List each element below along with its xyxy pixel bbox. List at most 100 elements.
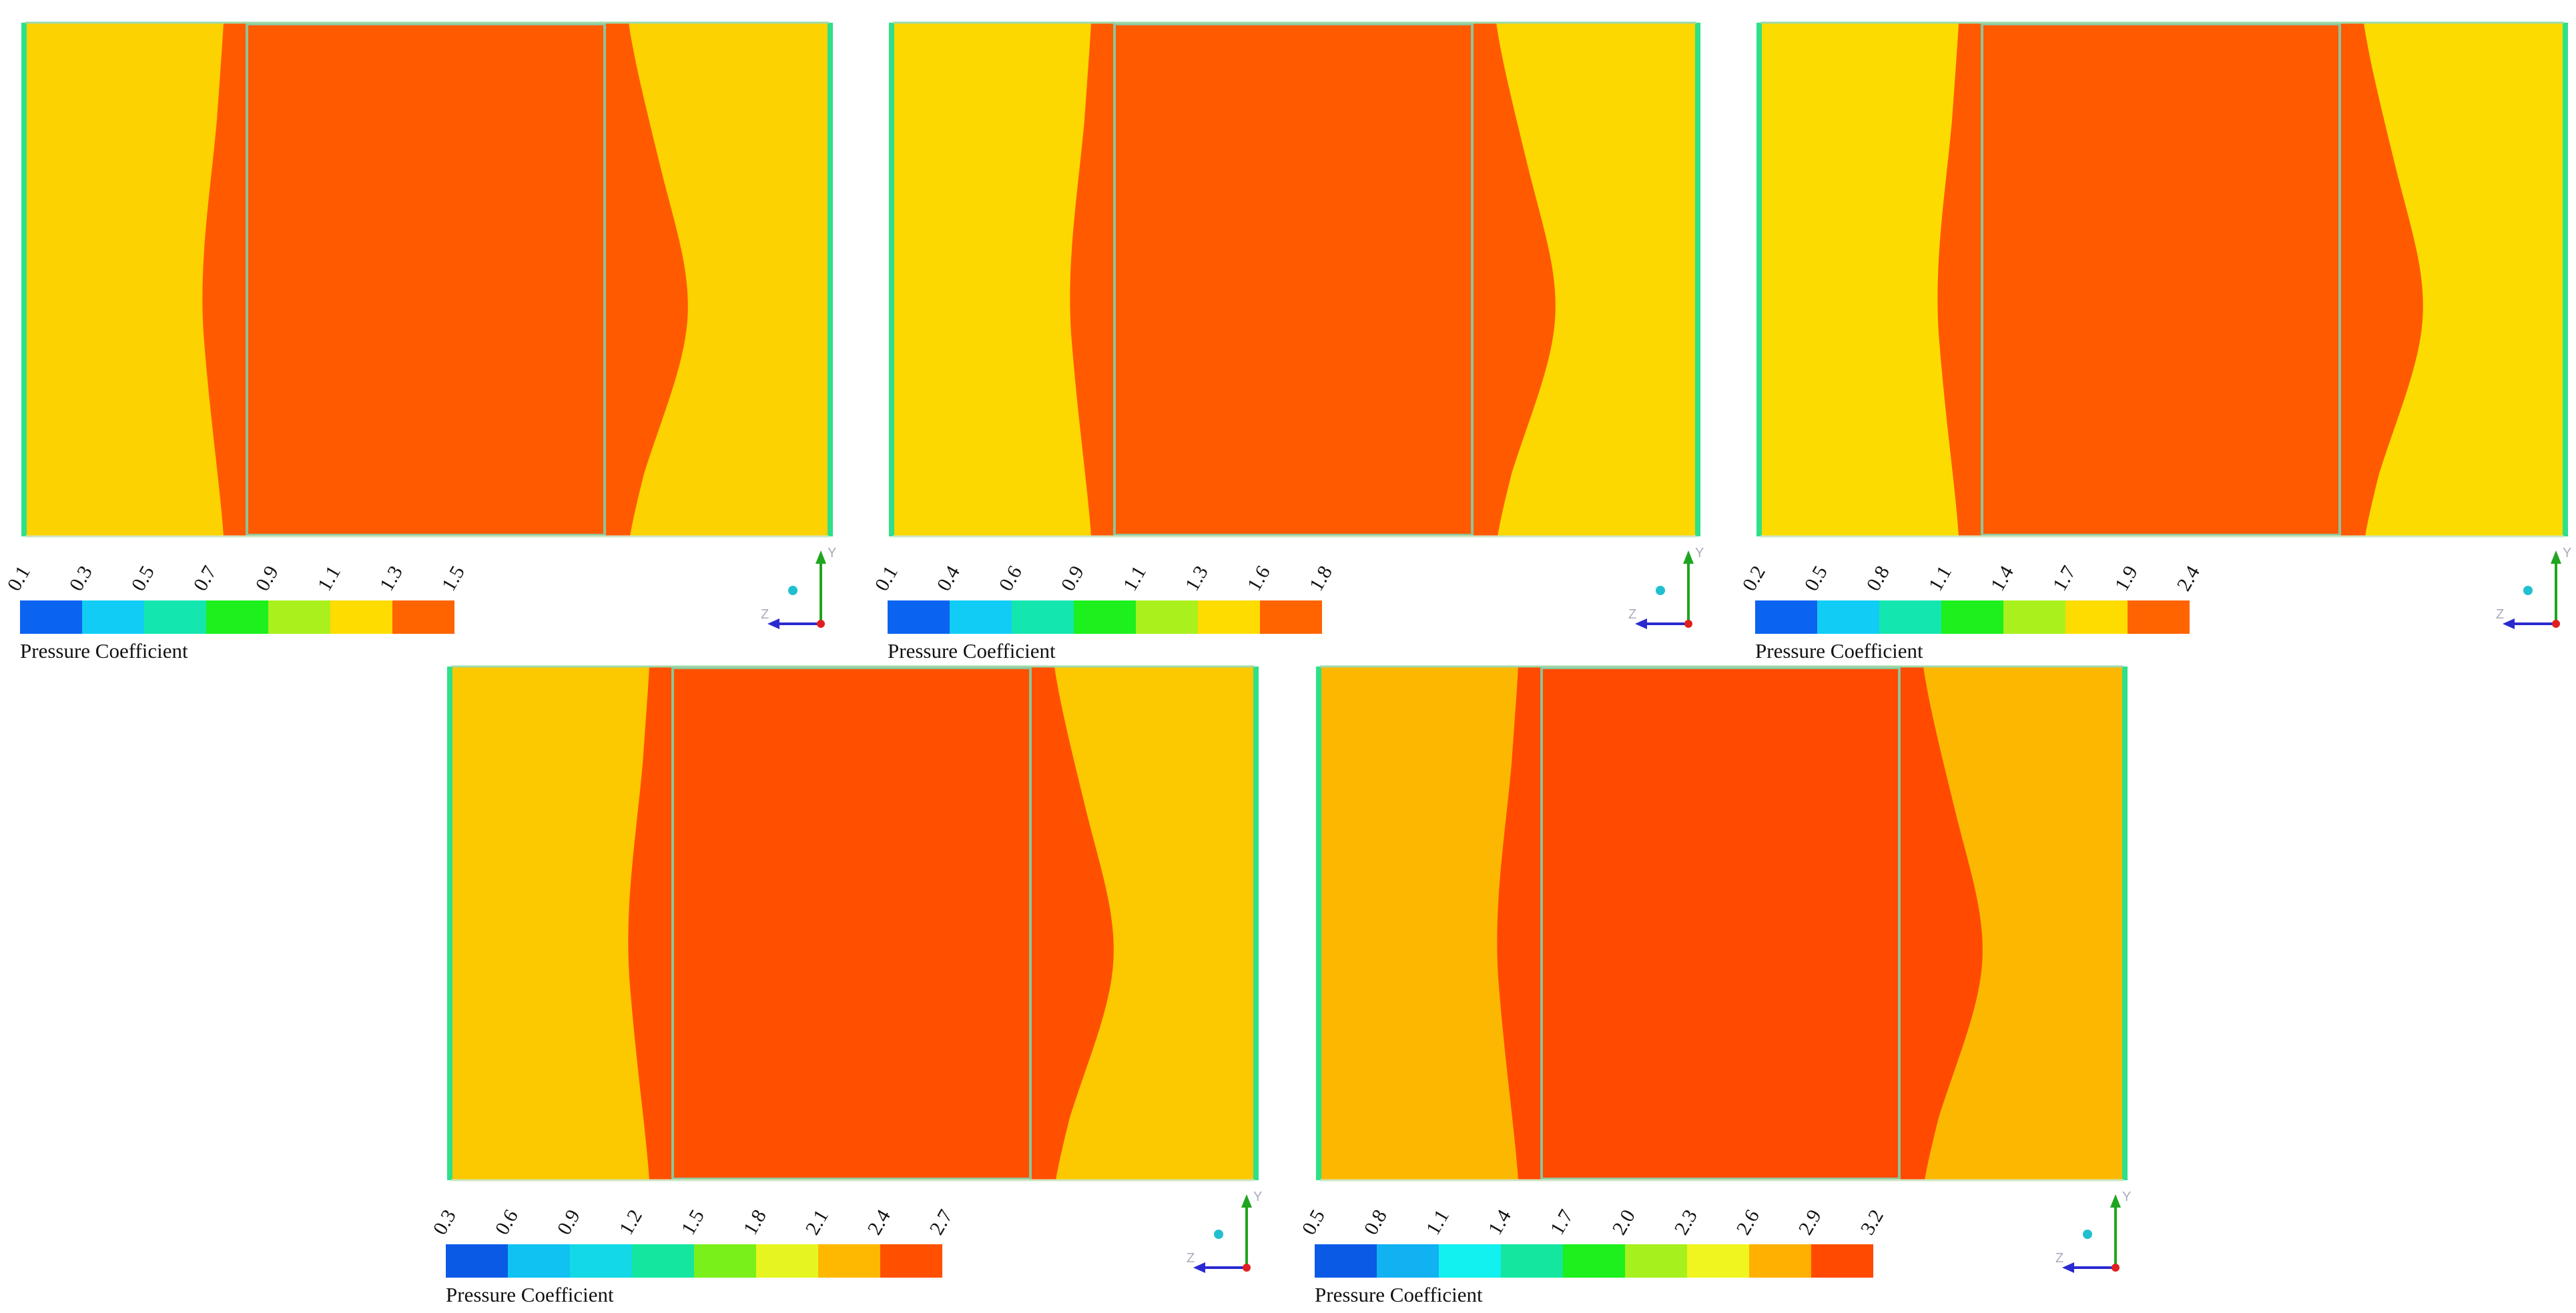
x-axis-dot bbox=[2112, 1264, 2120, 1272]
right-pressure-band bbox=[1030, 667, 1114, 1180]
legend-swatch bbox=[1941, 600, 2003, 634]
legend-ticks: 0.5 0.8 1.1 1.4 1.7 2.0 2.3 2.6 2.9 3.2 bbox=[1298, 1198, 1888, 1239]
z-arrowhead bbox=[767, 618, 779, 629]
view-point-dot bbox=[1656, 586, 1665, 595]
legend-tick-label: 1.1 bbox=[1118, 562, 1151, 595]
legend-swatch bbox=[1198, 600, 1260, 634]
contour-panel-3: 0.2 0.5 0.8 1.1 1.4 1.7 1.9 2.4 Pressure Coeffi… bbox=[1738, 20, 2576, 663]
legend-swatch bbox=[1625, 1244, 1687, 1278]
legend-tick-label: 1.5 bbox=[437, 562, 469, 595]
legend-swatch bbox=[1315, 1244, 1377, 1278]
right-pressure-band bbox=[605, 23, 688, 536]
left-pressure-band bbox=[202, 23, 247, 536]
legend-swatch bbox=[756, 1244, 818, 1278]
legend-swatch bbox=[392, 600, 454, 634]
legend-swatch bbox=[880, 1244, 942, 1278]
x-axis-dot bbox=[2552, 620, 2560, 628]
legend-swatch bbox=[1136, 600, 1198, 634]
legend-swatch bbox=[632, 1244, 694, 1278]
view-point-dot bbox=[2083, 1230, 2092, 1239]
orientation-triad-icon: YZ bbox=[2496, 546, 2571, 629]
pressure-contour-plot bbox=[21, 21, 833, 538]
legend-swatch bbox=[1755, 600, 1817, 634]
legend-swatch bbox=[1501, 1244, 1563, 1278]
legend-tick-label: 0.9 bbox=[251, 562, 283, 595]
z-arrowhead bbox=[2503, 618, 2515, 629]
legend-swatch bbox=[1074, 600, 1136, 634]
left-boundary bbox=[1756, 23, 1762, 536]
view-point-dot bbox=[1214, 1230, 1223, 1239]
legend-color-bar bbox=[446, 1244, 942, 1278]
legend-tick-label: 2.0 bbox=[1608, 1206, 1640, 1239]
right-boundary bbox=[1695, 23, 1700, 536]
z-axis-letter: Z bbox=[2055, 1251, 2063, 1266]
legend-tick-label: 0.5 bbox=[1800, 562, 1832, 595]
legend-ticks: 0.1 0.4 0.6 0.9 1.1 1.3 1.6 1.8 bbox=[871, 554, 1355, 595]
legend-tick-label: 1.4 bbox=[1484, 1206, 1516, 1239]
legend-color-bar bbox=[1315, 1244, 1873, 1278]
left-pressure-band bbox=[628, 667, 673, 1180]
y-axis-letter: Y bbox=[1253, 1190, 1262, 1204]
legend-tick-label: 2.3 bbox=[1670, 1206, 1702, 1239]
central-high-pressure-core bbox=[246, 23, 606, 536]
color-legend: 0.3 0.6 0.9 1.2 1.5 1.8 2.1 2.4 2.7 Pressure Coe… bbox=[429, 1198, 957, 1306]
y-axis-letter: Y bbox=[2563, 546, 2571, 560]
legend-tick-label: 0.4 bbox=[932, 562, 964, 595]
z-axis-letter: Z bbox=[2496, 607, 2504, 622]
central-high-pressure-core bbox=[1981, 23, 2341, 536]
legend-tick-label: 1.5 bbox=[677, 1206, 709, 1239]
legend-swatch bbox=[2128, 600, 2190, 634]
z-arrowhead bbox=[1635, 618, 1647, 629]
legend-tick-label: 0.3 bbox=[65, 562, 97, 595]
color-legend: 0.1 0.3 0.5 0.7 0.9 1.1 1.3 1.5 Pressure Coeffi… bbox=[3, 554, 487, 663]
right-boundary bbox=[828, 23, 833, 536]
legend-tick-label: 1.2 bbox=[615, 1206, 647, 1239]
legend-tick-label: 1.8 bbox=[1305, 562, 1337, 595]
orientation-triad-icon: YZ bbox=[2055, 1190, 2131, 1273]
legend-swatch bbox=[1811, 1244, 1873, 1278]
legend-swatch bbox=[1879, 600, 1941, 634]
legend-color-bar bbox=[888, 600, 1322, 634]
legend-tick-label: 1.4 bbox=[1986, 562, 2018, 595]
legend-title: Pressure Coefficient bbox=[446, 1283, 614, 1306]
legend-title: Pressure Coefficient bbox=[20, 639, 188, 663]
orientation-triad-icon: YZ bbox=[1628, 546, 1704, 629]
legend-title: Pressure Coefficient bbox=[1315, 1283, 1483, 1306]
right-boundary bbox=[2563, 23, 2568, 536]
legend-tick-label: 2.7 bbox=[925, 1206, 957, 1239]
legend-color-bar bbox=[20, 600, 454, 634]
legend-tick-label: 2.4 bbox=[863, 1206, 895, 1239]
legend-tick-label: 0.8 bbox=[1359, 1206, 1391, 1239]
legend-tick-label: 3.2 bbox=[1856, 1206, 1888, 1239]
pressure-contour-plot bbox=[889, 21, 1700, 538]
legend-title: Pressure Coefficient bbox=[1755, 639, 1923, 663]
legend-swatch bbox=[1012, 600, 1074, 634]
y-arrowhead bbox=[816, 550, 826, 564]
contour-panel-5: 0.5 0.8 1.1 1.4 1.7 2.0 2.3 2.6 2.9 3.2 Pressure … bbox=[1298, 664, 2156, 1306]
y-arrowhead bbox=[1241, 1194, 1252, 1208]
legend-tick-label: 0.8 bbox=[1862, 562, 1894, 595]
contour-panel-1: 0.1 0.3 0.5 0.7 0.9 1.1 1.3 1.5 Pressure Coeffi… bbox=[3, 20, 861, 663]
legend-tick-label: 1.3 bbox=[375, 562, 407, 595]
legend-tick-label: 0.5 bbox=[1297, 1206, 1329, 1239]
left-boundary bbox=[447, 667, 452, 1180]
legend-tick-label: 2.1 bbox=[801, 1206, 833, 1239]
legend-swatch bbox=[888, 600, 950, 634]
legend-tick-label: 1.7 bbox=[2048, 562, 2080, 595]
x-axis-dot bbox=[817, 620, 825, 628]
legend-tick-label: 1.1 bbox=[313, 562, 345, 595]
z-axis-letter: Z bbox=[1187, 1251, 1195, 1266]
legend-tick-label: 1.6 bbox=[1243, 562, 1275, 595]
legend-tick-label: 0.9 bbox=[553, 1206, 585, 1239]
y-arrowhead bbox=[2110, 1194, 2121, 1208]
legend-tick-label: 0.5 bbox=[127, 562, 159, 595]
legend-tick-label: 1.3 bbox=[1181, 562, 1213, 595]
left-pressure-band bbox=[1937, 23, 1982, 536]
view-point-dot bbox=[2523, 586, 2533, 595]
legend-swatch bbox=[1260, 600, 1322, 634]
left-boundary bbox=[889, 23, 894, 536]
legend-swatch bbox=[20, 600, 82, 634]
left-boundary bbox=[21, 23, 27, 536]
legend-tick-label: 1.8 bbox=[739, 1206, 771, 1239]
color-legend: 0.1 0.4 0.6 0.9 1.1 1.3 1.6 1.8 Pressure Coeffi… bbox=[871, 554, 1355, 663]
